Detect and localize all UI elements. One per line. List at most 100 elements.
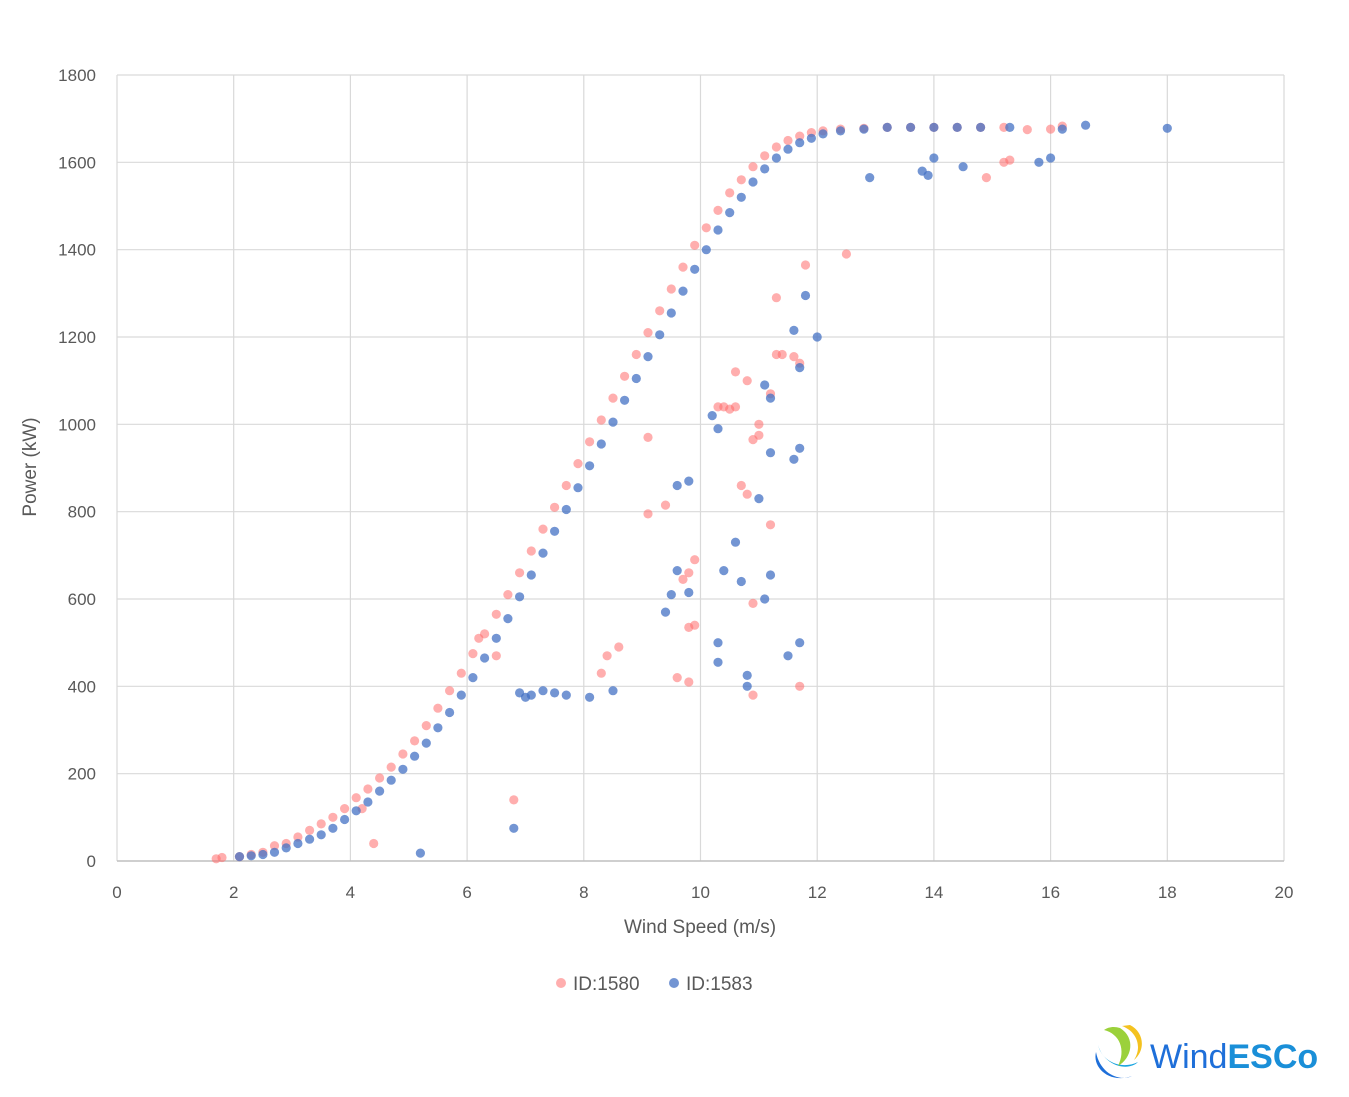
- id-1580-point: [765, 520, 776, 530]
- id-1580-point: [620, 371, 630, 381]
- id-1580-point: [725, 188, 735, 198]
- id-1583-point: [515, 688, 525, 698]
- id-1583-point: [480, 653, 490, 663]
- id-1580-point: [754, 419, 764, 429]
- id-1580-point: [351, 793, 361, 803]
- id-1580-point: [421, 721, 431, 731]
- x-tick-label: 0: [112, 883, 121, 902]
- y-tick-label: 1200: [58, 328, 96, 347]
- id-1580-point: [550, 502, 560, 512]
- id-1580-point: [1005, 155, 1015, 165]
- y-tick-label: 800: [68, 503, 96, 522]
- id-1583-point: [690, 264, 700, 274]
- id-1583-point: [608, 686, 618, 696]
- id-1580-point: [631, 349, 641, 360]
- y-axis-title: Power (kW): [20, 417, 41, 516]
- id-1583-point: [929, 122, 939, 132]
- id-1583-point: [445, 707, 455, 718]
- legend-label-id-1583: ID:1583: [686, 974, 753, 995]
- id-1583-point: [666, 590, 676, 600]
- id-1580-point: [789, 352, 799, 362]
- id-1580-point: [491, 651, 501, 661]
- id-1580-point: [608, 393, 618, 403]
- id-1583-point: [795, 363, 805, 373]
- id-1580-point: [800, 260, 811, 270]
- id-1583-point: [550, 688, 560, 698]
- id-1583-point: [410, 751, 420, 761]
- id-1583-point: [923, 170, 933, 180]
- x-tick-label: 16: [1041, 883, 1060, 902]
- id-1580-point: [795, 131, 805, 141]
- id-1583-point: [526, 690, 536, 700]
- id-1583-point: [515, 592, 525, 602]
- id-1583-point: [806, 133, 817, 143]
- legend-marker-id-1583: [669, 978, 679, 988]
- id-1580-point: [736, 175, 746, 185]
- y-axis-ticks: 0 200 400 600 800 1000 1200 1400 1600 1800: [58, 66, 96, 871]
- id-1580-point: [672, 673, 682, 683]
- x-tick-label: 20: [1275, 883, 1294, 902]
- id-1580-point: [736, 480, 746, 491]
- id-1583-point: [503, 614, 513, 624]
- id-1580-point: [538, 524, 548, 534]
- id-1580-point: [748, 690, 758, 700]
- id-1580-point: [730, 367, 741, 377]
- id-1580-point: [678, 574, 688, 585]
- id-1583-point: [1162, 123, 1172, 133]
- id-1580-point: [666, 284, 676, 294]
- id-1583-point: [713, 657, 723, 667]
- x-tick-label: 6: [462, 883, 471, 902]
- id-1580-point: [456, 668, 466, 678]
- id-1583-point: [666, 308, 676, 318]
- id-1580-point: [369, 838, 379, 849]
- id-1583-point: [719, 566, 729, 576]
- id-1580-point: [643, 328, 653, 338]
- id-1583-point: [760, 594, 770, 604]
- series-id-1580-points: [211, 121, 1067, 864]
- id-1580-point: [713, 205, 723, 215]
- id-1583-point: [269, 847, 280, 857]
- id-1583-point: [976, 122, 986, 132]
- id-1580-point: [690, 620, 700, 630]
- id-1583-point: [742, 681, 752, 691]
- id-1583-point: [865, 173, 875, 183]
- id-1583-point: [293, 838, 303, 849]
- id-1583-point: [730, 537, 741, 547]
- id-1583-point: [305, 834, 315, 844]
- grid-lines: [117, 74, 1285, 861]
- id-1583-point: [783, 144, 793, 154]
- id-1583-point: [812, 332, 822, 342]
- id-1580-point: [474, 633, 484, 643]
- id-1580-point: [1022, 125, 1032, 135]
- id-1583-point: [643, 352, 653, 362]
- id-1583-point: [363, 797, 373, 807]
- y-tick-label: 200: [68, 765, 96, 784]
- id-1580-point: [660, 500, 671, 510]
- id-1580-point: [771, 142, 782, 152]
- id-1580-point: [316, 819, 326, 829]
- id-1583-point: [375, 786, 385, 796]
- x-axis-ticks: 0 2 4 6 8 10 12 14 16 18 20: [112, 883, 1293, 902]
- id-1580-point: [684, 568, 694, 578]
- id-1580-point: [1046, 124, 1056, 134]
- id-1583-point: [433, 723, 443, 733]
- id-1583-point: [258, 849, 268, 860]
- id-1583-point: [771, 153, 782, 163]
- id-1580-point: [655, 306, 665, 316]
- windesco-logo: WindESCo: [1095, 1025, 1318, 1079]
- windesco-logo-mark: [1095, 1025, 1142, 1079]
- id-1580-point: [596, 668, 606, 678]
- brand-esco: ESCo: [1227, 1038, 1318, 1076]
- id-1583-point: [538, 548, 548, 558]
- id-1583-point: [736, 576, 746, 587]
- id-1583-point: [509, 823, 519, 833]
- id-1583-point: [631, 373, 641, 384]
- id-1580-point: [515, 568, 525, 578]
- id-1580-point: [690, 555, 700, 565]
- y-tick-label: 1400: [58, 241, 96, 260]
- id-1580-point: [742, 489, 752, 499]
- id-1580-point: [585, 437, 595, 447]
- id-1583-point: [789, 325, 799, 335]
- brand-wind: Wind: [1150, 1038, 1227, 1076]
- id-1580-point: [340, 804, 350, 814]
